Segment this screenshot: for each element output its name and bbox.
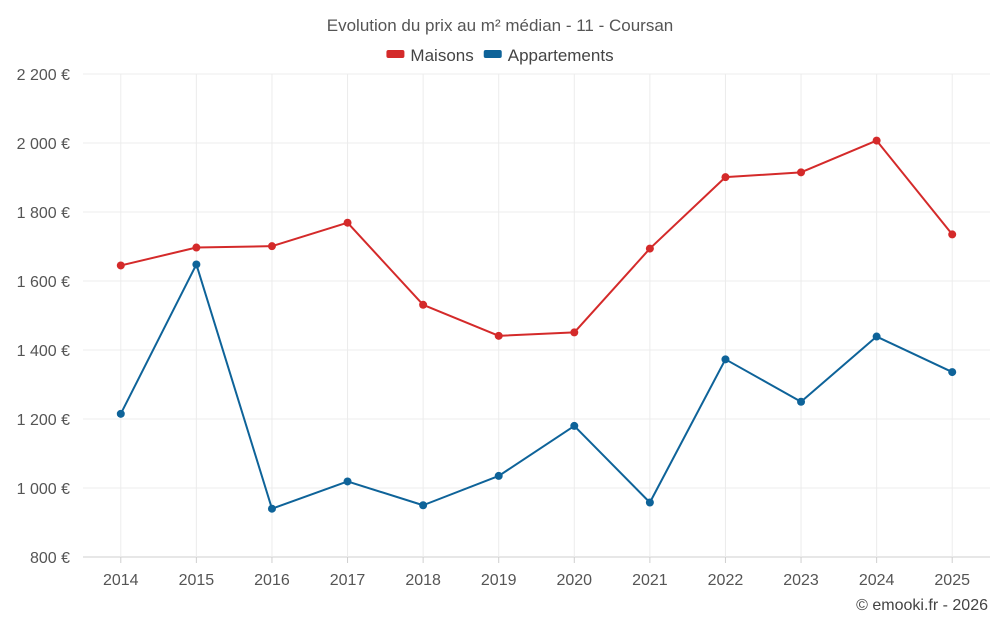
y-tick-label: 2 200 €: [17, 67, 70, 84]
legend-item-appartements[interactable]: Appartements: [483, 46, 614, 65]
x-tick-label: 2014: [103, 572, 139, 589]
legend-item-maisons[interactable]: Maisons: [386, 46, 474, 65]
credit-text: © emooki.fr - 2026: [856, 597, 988, 614]
y-tick-label: 1 600 €: [17, 274, 70, 291]
series-maisons: [116, 136, 957, 340]
data-point[interactable]: [494, 331, 503, 340]
data-point[interactable]: [116, 261, 125, 270]
data-point[interactable]: [570, 421, 579, 430]
data-point[interactable]: [948, 368, 957, 377]
data-point[interactable]: [192, 243, 201, 252]
x-tick-label: 2022: [708, 572, 744, 589]
series-line-maisons: [120, 139, 953, 337]
x-tick-label: 2023: [783, 572, 819, 589]
x-tick-label: 2019: [481, 572, 517, 589]
data-point[interactable]: [192, 260, 201, 269]
data-point[interactable]: [419, 300, 428, 309]
x-tick-label: 2018: [405, 572, 441, 589]
x-tick-label: 2017: [330, 572, 366, 589]
y-tick-label: 1 200 €: [17, 412, 70, 429]
y-tick-label: 2 000 €: [17, 136, 70, 153]
data-point[interactable]: [645, 498, 654, 507]
series-group: [116, 136, 957, 513]
legend-label: Maisons: [410, 46, 473, 65]
data-point[interactable]: [872, 136, 881, 145]
data-point[interactable]: [721, 355, 730, 364]
data-point[interactable]: [494, 471, 503, 480]
legend-swatch: [386, 50, 405, 58]
x-tick-label: 2016: [254, 572, 290, 589]
y-tick-label: 800 €: [30, 550, 70, 567]
data-point[interactable]: [419, 501, 428, 510]
data-point[interactable]: [721, 173, 730, 182]
data-point[interactable]: [797, 168, 806, 177]
data-point[interactable]: [116, 409, 125, 418]
y-axis: 800 € 1 000 € 1 200 € 1 400 € 1 600 € 1 800 €…: [17, 67, 70, 567]
data-point[interactable]: [570, 328, 579, 337]
x-tick-label: 2015: [179, 572, 215, 589]
data-point[interactable]: [797, 397, 806, 406]
y-tick-label: 1 800 €: [17, 205, 70, 222]
series-appartements: [116, 260, 957, 513]
y-tick-label: 1 000 €: [17, 481, 70, 498]
y-tick-label: 1 400 €: [17, 343, 70, 360]
grid: [83, 73, 990, 558]
data-point[interactable]: [872, 332, 881, 341]
x-tick-label: 2021: [632, 572, 668, 589]
data-point[interactable]: [343, 477, 352, 486]
x-tick-label: 2025: [934, 572, 970, 589]
legend-label: Appartements: [508, 46, 614, 65]
series-line-appartements: [119, 263, 953, 510]
x-axis: 2014 2015 2016 2017 2018 2019 2020 2021 2022 2023…: [103, 557, 970, 589]
data-point[interactable]: [267, 504, 276, 513]
legend-swatch: [483, 50, 502, 58]
x-tick-label: 2020: [556, 572, 592, 589]
data-point[interactable]: [948, 230, 957, 239]
chart-title: Evolution du prix au m² médian - 11 - Co…: [327, 16, 673, 35]
data-point[interactable]: [645, 244, 654, 253]
legend: Maisons Appartements: [386, 46, 614, 65]
x-tick-label: 2024: [859, 572, 895, 589]
data-point[interactable]: [267, 242, 276, 251]
data-point[interactable]: [343, 218, 352, 227]
